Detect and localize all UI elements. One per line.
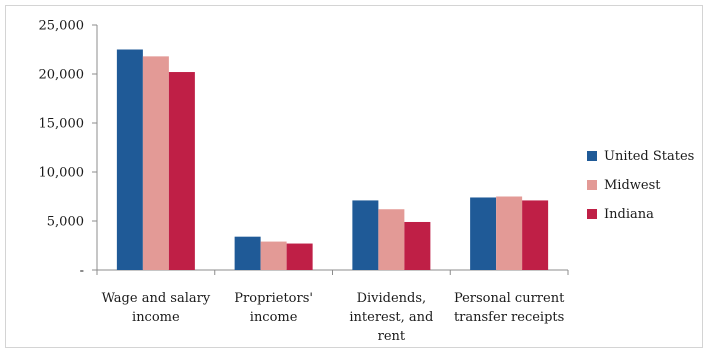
x-category-label-line: rent — [378, 329, 406, 344]
legend-label: Indiana — [604, 207, 654, 222]
bar-united-states — [234, 236, 261, 270]
y-tick-label: 10,000 — [39, 166, 85, 181]
x-category-label-line: Wage and salary — [102, 291, 211, 306]
bar-midwest — [496, 196, 523, 270]
chart-bars — [116, 49, 549, 270]
x-category-label: Proprietors' income — [234, 291, 313, 325]
bar-indiana — [404, 221, 431, 270]
y-tick-label: 25,000 — [39, 19, 85, 34]
legend-swatch — [587, 151, 597, 161]
x-category-label-line: Personal current — [454, 291, 565, 306]
y-tick-label: - — [80, 264, 84, 279]
bar-midwest — [260, 241, 287, 270]
x-category-label: Dividends, interest, and rent — [349, 291, 433, 344]
bar-united-states — [352, 200, 379, 270]
y-axis-tick-labels: - 5,000 10,000 15,000 20,000 25,000 — [39, 19, 85, 279]
x-category-label: Wage and salary income — [102, 291, 211, 325]
x-category-label-line: interest, and — [349, 310, 433, 325]
x-axis-category-labels: Wage and salary income Proprietors' income D… — [102, 291, 566, 344]
bar-united-states — [116, 49, 143, 270]
x-category-label-line: transfer receipts — [454, 310, 564, 325]
y-tick-label: 5,000 — [47, 215, 84, 230]
legend-label: United States — [604, 149, 694, 164]
bar-indiana — [168, 72, 195, 270]
y-tick-label: 15,000 — [39, 117, 85, 132]
legend-label: Midwest — [604, 178, 661, 193]
legend-swatch — [587, 209, 597, 219]
bar-indiana — [286, 243, 313, 270]
legend-swatch — [587, 180, 597, 190]
chart-legend: United States Midwest Indiana — [587, 149, 694, 222]
bar-midwest — [378, 209, 405, 270]
x-category-label: Personal current transfer receipts — [454, 291, 565, 325]
x-category-label-line: income — [132, 310, 180, 325]
x-category-label-line: Dividends, — [357, 291, 427, 306]
bar-indiana — [522, 200, 549, 270]
bar-midwest — [142, 56, 169, 270]
bar-united-states — [470, 197, 497, 270]
x-category-label-line: income — [250, 310, 298, 325]
x-category-label-line: Proprietors' — [234, 291, 313, 306]
y-tick-label: 20,000 — [39, 68, 85, 83]
